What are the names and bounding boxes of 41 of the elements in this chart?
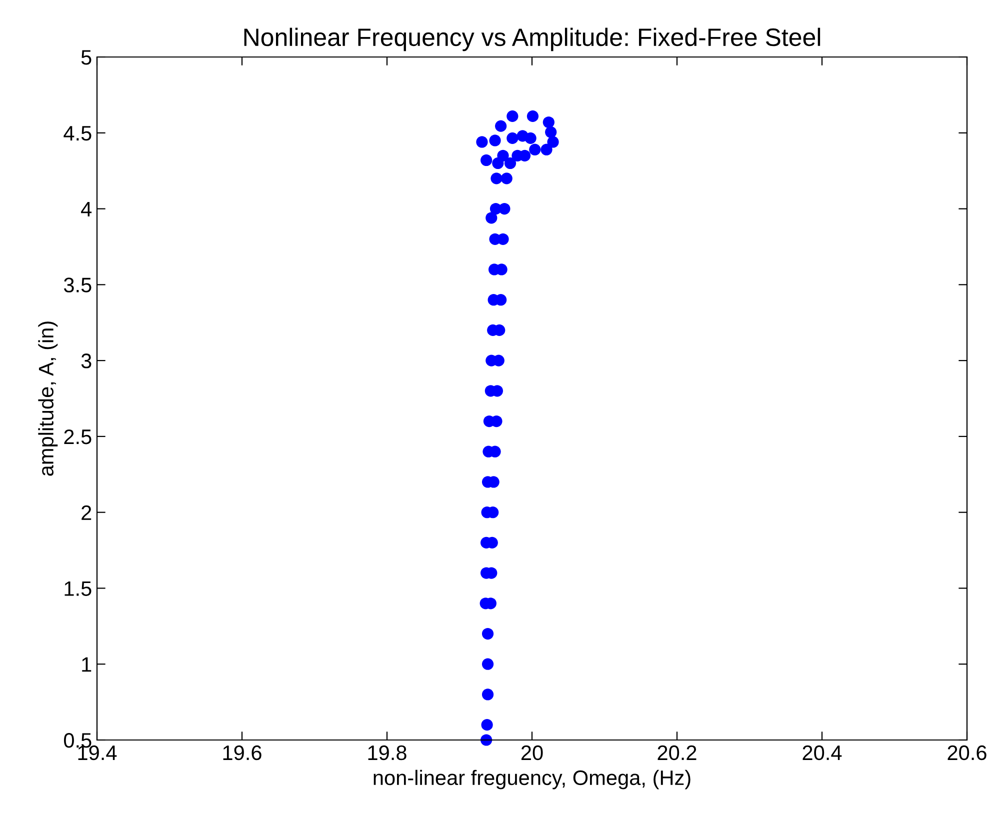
y-tick-label: 1.5	[64, 581, 92, 596]
y-axis-title: amplitude, A, (in)	[38, 322, 58, 476]
y-tick-label: 2	[82, 505, 92, 520]
y-tick-label: 3	[81, 354, 92, 368]
x-tick-label: 20	[521, 745, 543, 760]
point	[495, 120, 507, 132]
x-axis-title: non-linear freguency, Omega, (Hz)	[374, 770, 690, 790]
point	[486, 212, 498, 224]
x-tick-label: 19.6	[223, 745, 262, 760]
point	[482, 658, 494, 670]
y-tick-label: 3.5	[64, 278, 92, 292]
y-tick-label: 4	[81, 202, 92, 216]
x-tick-label: 19.8	[368, 745, 406, 760]
point	[545, 126, 557, 138]
point	[476, 136, 488, 148]
point	[482, 688, 494, 700]
point	[526, 110, 539, 122]
point	[524, 132, 536, 144]
point	[489, 134, 501, 146]
point	[540, 144, 552, 156]
point	[547, 136, 559, 148]
x-tick-label: 20.2	[658, 745, 696, 760]
y-tick-label: 2.5	[64, 429, 92, 444]
chart-title: Nonlinear Frequency vs Amplitude: Fixed-Free Steel	[244, 28, 820, 52]
y-tick-label: 4.5	[64, 126, 92, 141]
point	[504, 157, 516, 170]
y-tick-label: 1	[82, 657, 92, 672]
point	[480, 154, 492, 166]
point	[529, 144, 541, 156]
point	[490, 172, 502, 184]
x-tick-label: 20.4	[802, 745, 842, 760]
point	[506, 110, 518, 122]
point	[481, 719, 493, 731]
point	[542, 116, 554, 128]
y-tick-label: 5	[81, 50, 92, 65]
point	[482, 628, 494, 640]
point	[500, 172, 512, 184]
point	[506, 132, 518, 144]
point	[498, 202, 510, 215]
x-tick-label: 20.6	[948, 745, 986, 760]
point	[497, 150, 509, 162]
